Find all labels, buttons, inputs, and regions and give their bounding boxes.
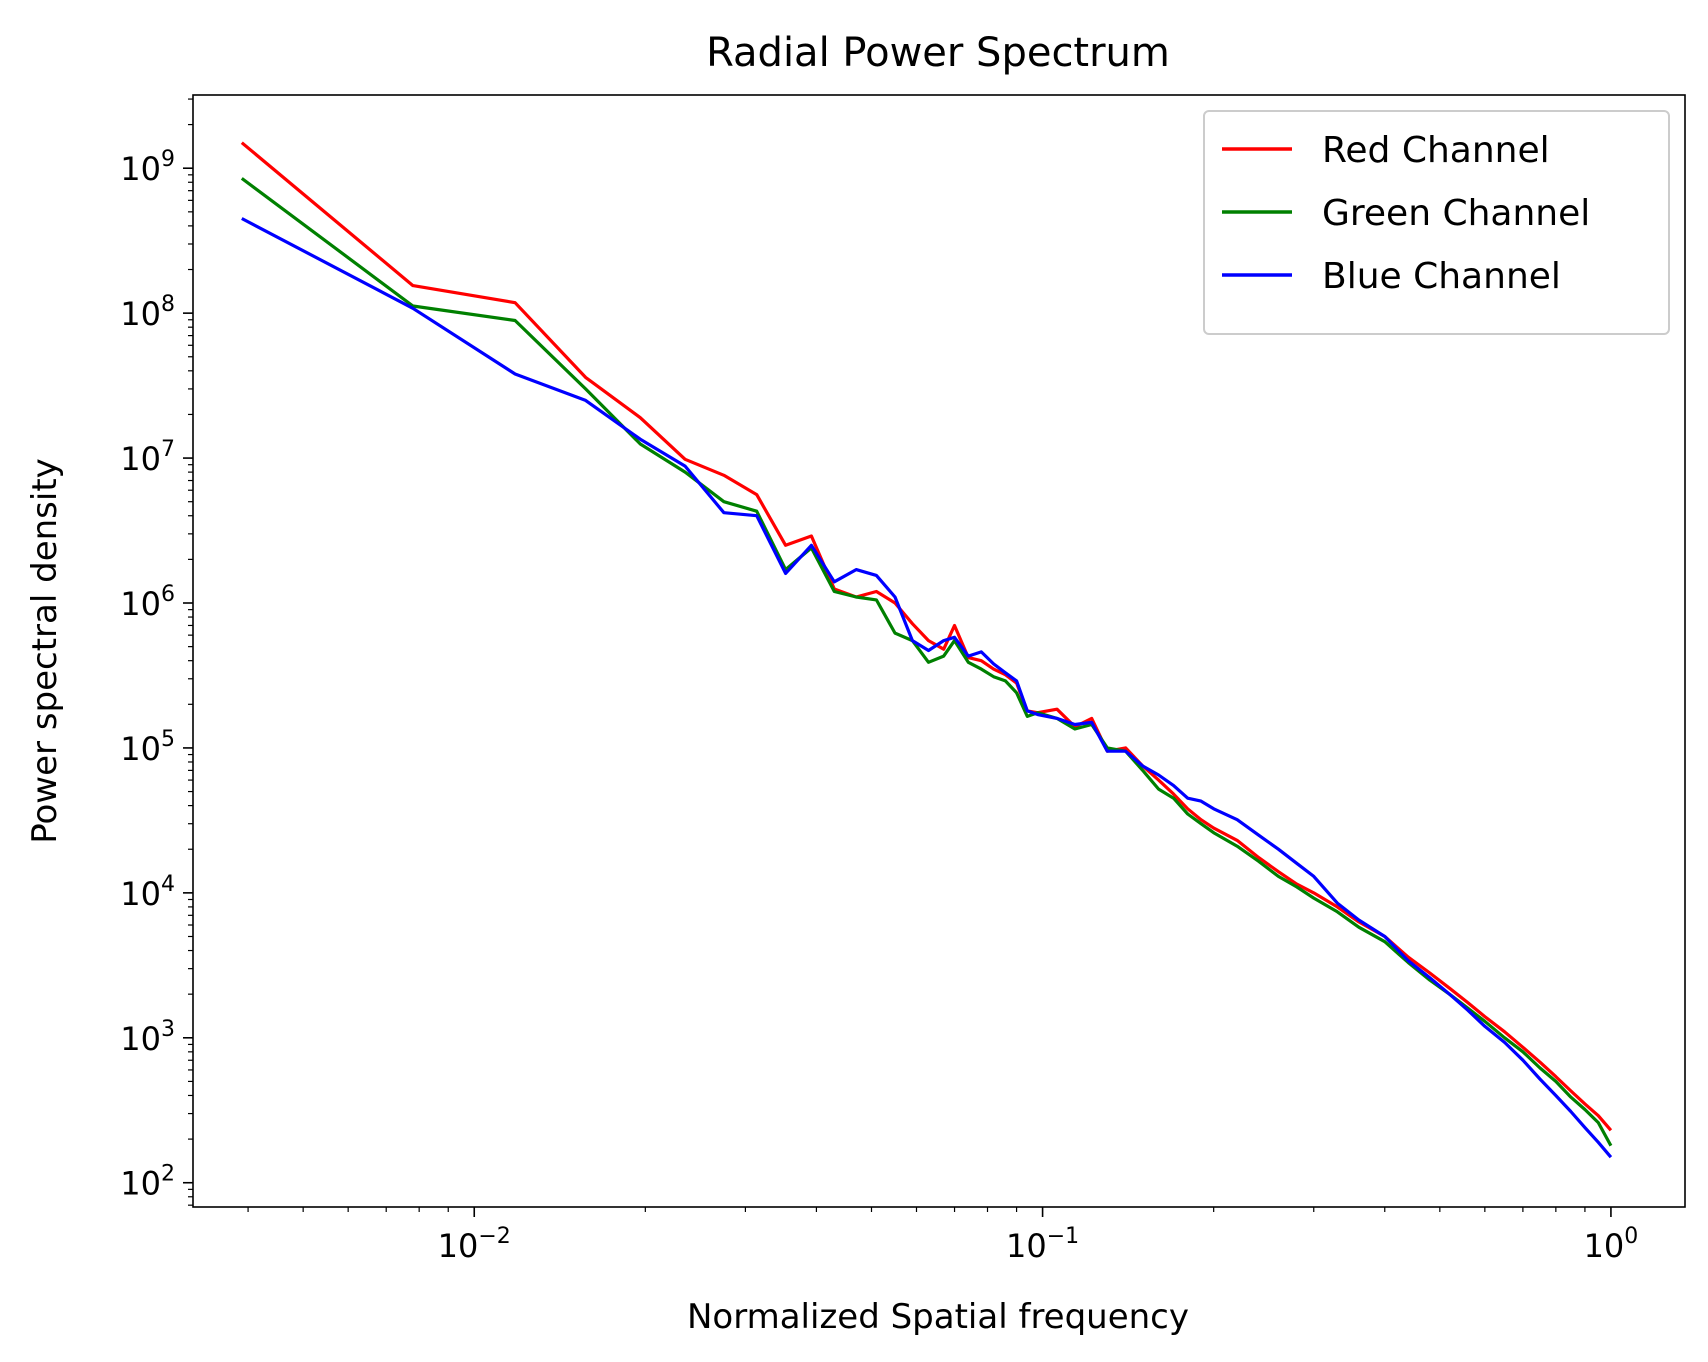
x-tick-label: 10−2 xyxy=(438,1224,511,1265)
y-tick-label: 104 xyxy=(120,872,175,913)
y-tick-label: 102 xyxy=(120,1162,175,1203)
legend-box xyxy=(1203,110,1670,335)
series-group xyxy=(240,141,1613,1159)
legend-entry-label: Green Channel xyxy=(1322,193,1590,234)
x-axis-label: Normalized Spatial frequency xyxy=(687,1297,1189,1337)
x-tick-label: 100 xyxy=(1584,1224,1639,1265)
y-tick-label: 107 xyxy=(120,437,175,478)
x-tick-label: 10−1 xyxy=(1006,1224,1079,1265)
y-tick-label: 108 xyxy=(120,292,175,333)
y-axis-label: Power spectral density xyxy=(25,458,65,844)
y-tick-label: 105 xyxy=(120,727,175,768)
y-tick-label: 103 xyxy=(120,1017,175,1058)
series-line-blue-channel xyxy=(241,217,1613,1159)
chart-title: Radial Power Spectrum xyxy=(706,30,1170,76)
axes-frame xyxy=(192,94,1686,1208)
legend-entry-label: Red Channel xyxy=(1322,130,1550,171)
y-tick-label: 109 xyxy=(120,147,175,188)
plot-area: 10−2 10−1 100 102 103 104 105 106 107 108 109 xyxy=(120,94,1686,1265)
legend-entry-label: Blue Channel xyxy=(1322,256,1561,297)
y-tick-label: 106 xyxy=(120,582,175,623)
legend: Red Channel Green Channel Blue Channel xyxy=(1203,110,1670,335)
